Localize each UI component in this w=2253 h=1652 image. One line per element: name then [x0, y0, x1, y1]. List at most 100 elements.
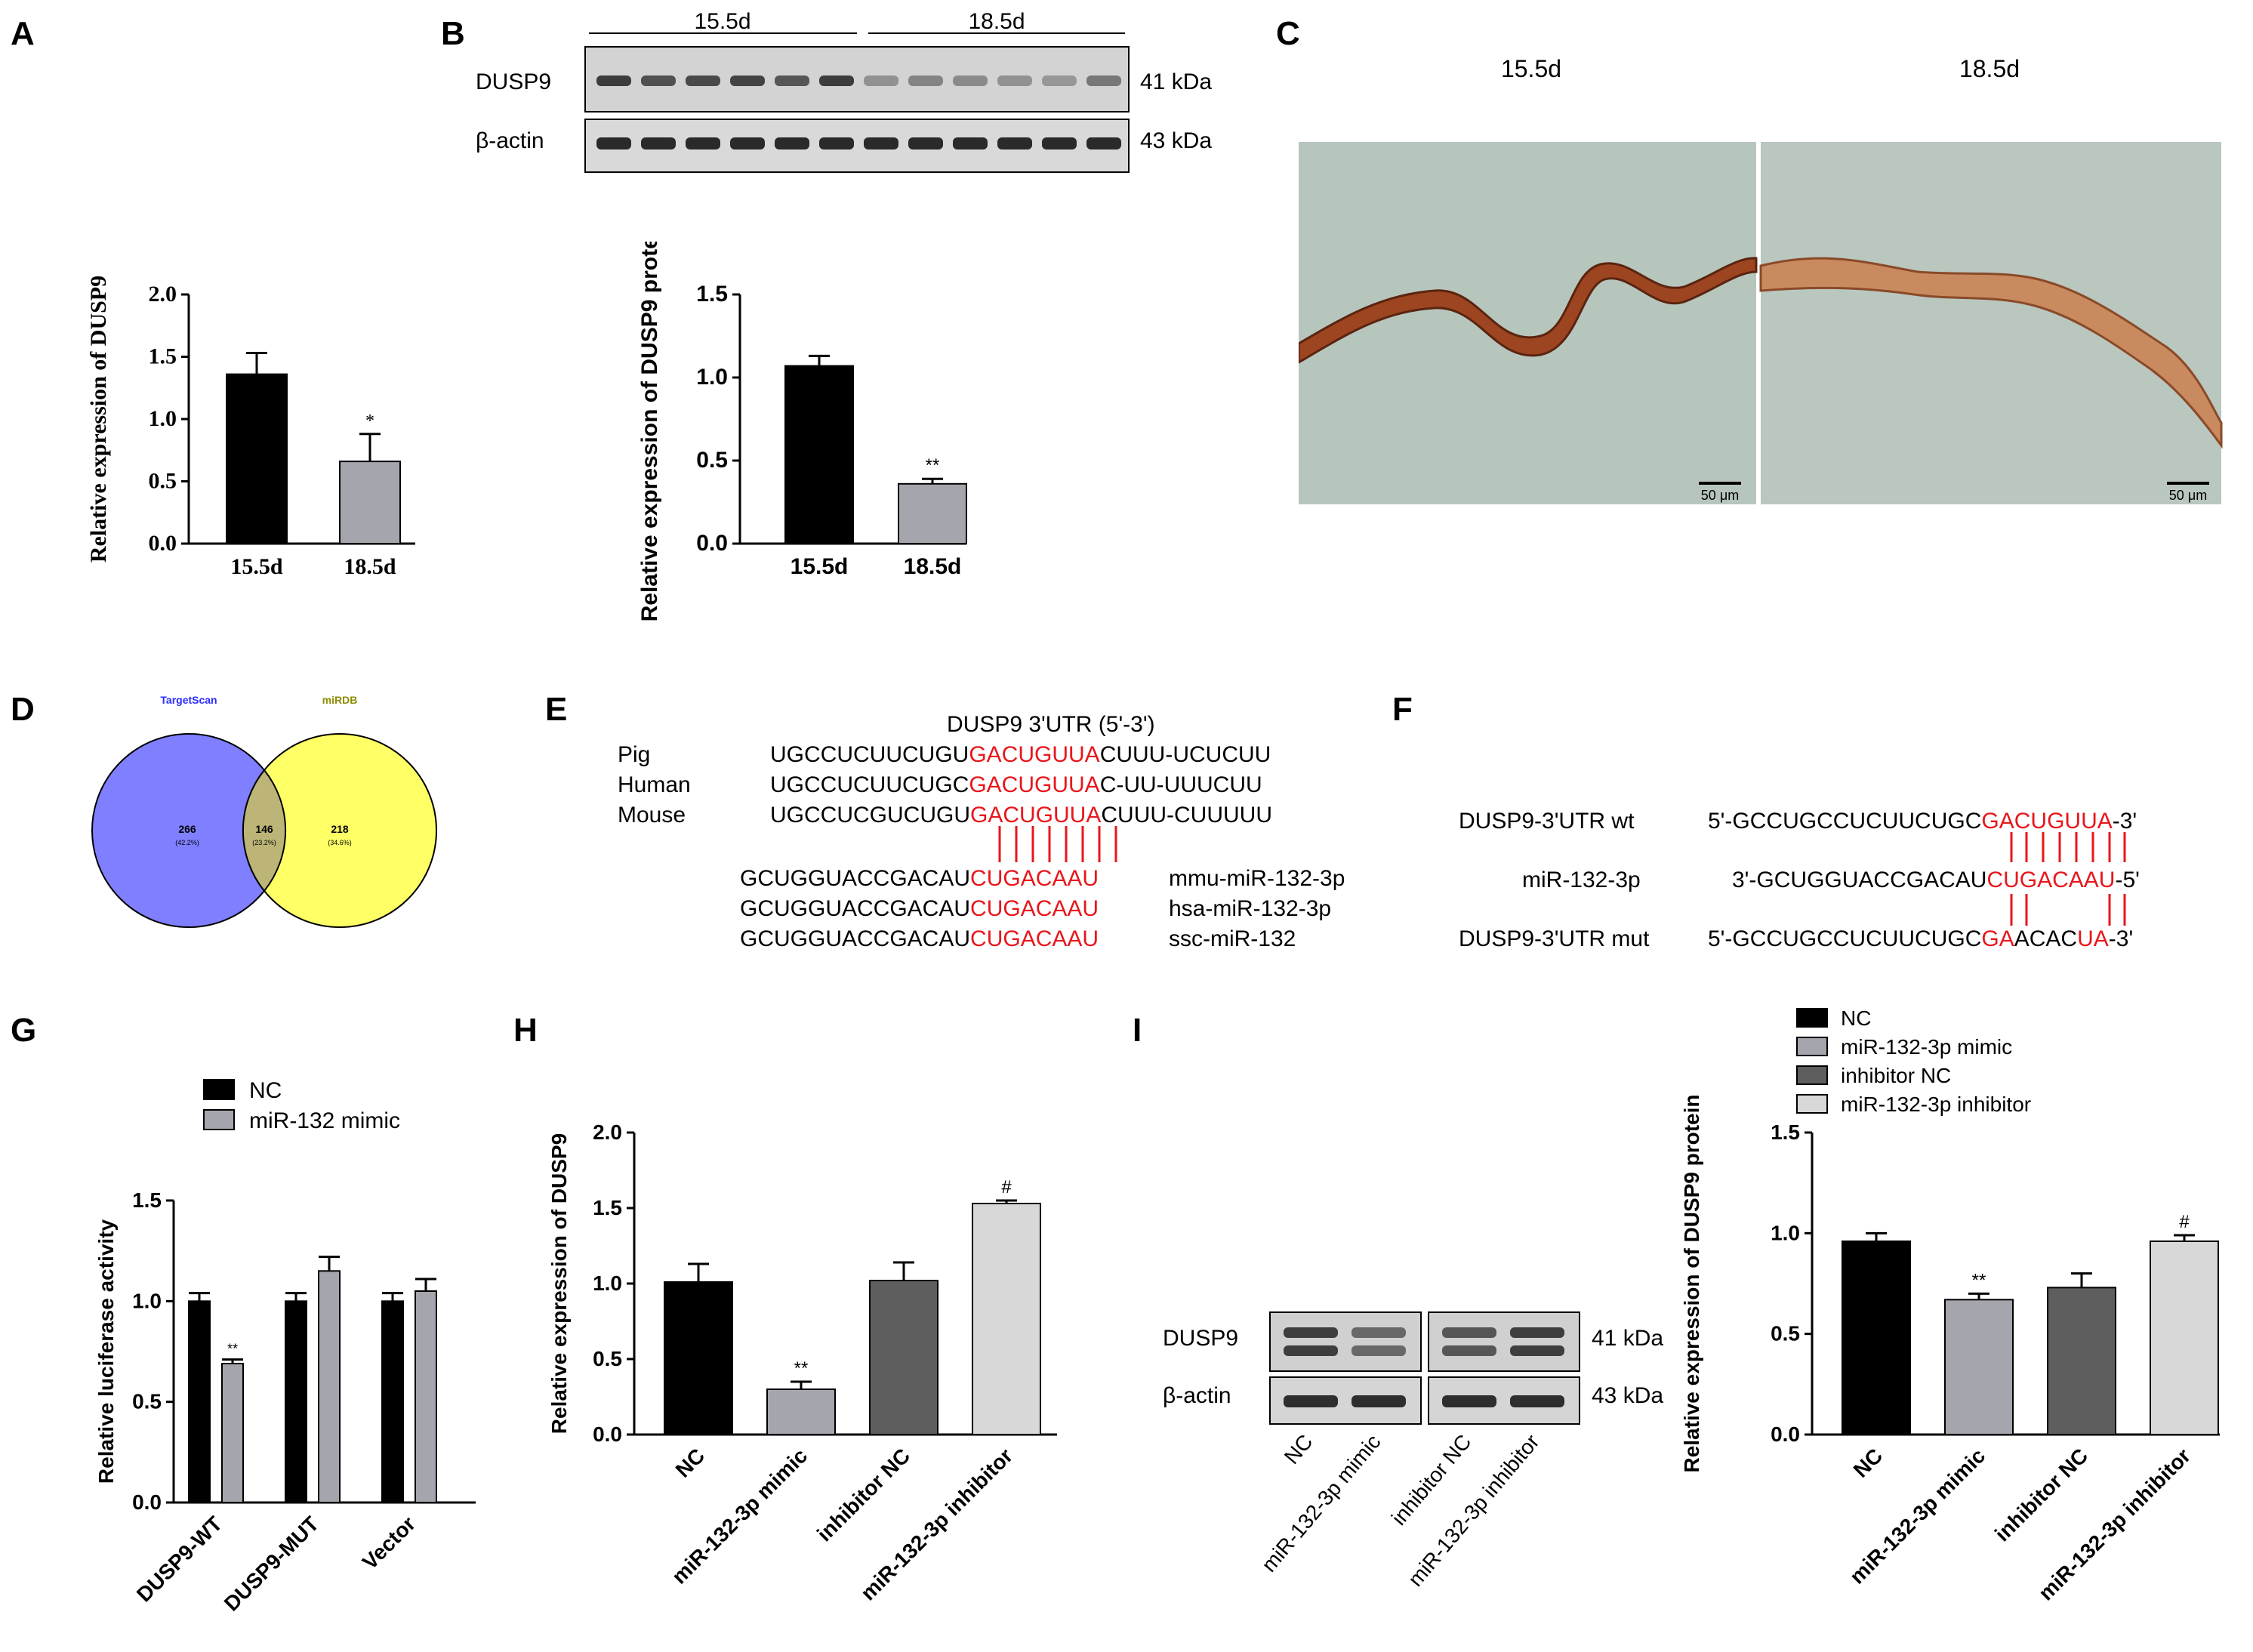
panel-letter-e: E [545, 691, 568, 728]
blot-band [953, 137, 988, 149]
x-tick-label: DUSP9-MUT [220, 1512, 323, 1615]
blot-band [1442, 1345, 1496, 1356]
blot-band [1351, 1395, 1406, 1407]
blot-band [864, 137, 898, 149]
blot-band [1510, 1395, 1564, 1407]
significance-label: # [2179, 1212, 2190, 1232]
bar [869, 1280, 938, 1435]
y-axis-label: Relative luciferase activity [94, 1219, 118, 1484]
bar [318, 1270, 341, 1503]
blot-band [1042, 76, 1077, 86]
x-tick-label: DUSP9-WT [132, 1512, 227, 1606]
blot-lane-label: miR-132-3p inhibitor [1404, 1430, 1544, 1591]
bar [415, 1290, 437, 1503]
mirna-sequence: GCUGGUACCGACAUCUGACAAU [740, 926, 1099, 951]
panel-letter-c: C [1276, 15, 1300, 52]
blot-band [775, 76, 809, 86]
panel-letter-h: H [513, 1012, 538, 1049]
blot-band [1351, 1345, 1406, 1356]
blot-band [1086, 76, 1121, 86]
x-tick-label: inhibitor NC [812, 1444, 914, 1546]
panel-letter-i: I [1133, 1012, 1142, 1049]
panel-letter-g: G [11, 1012, 37, 1049]
blot-row-label: DUSP9 [476, 69, 551, 94]
pairing-lines [998, 826, 1117, 862]
x-tick-label: 18.5d [344, 554, 396, 579]
x-tick-label: 18.5d [904, 554, 962, 579]
blot-band [819, 76, 854, 86]
scale-bar-label: 50 μm [2169, 488, 2207, 503]
blot-membrane [1269, 1311, 1422, 1372]
y-tick-label: 0.0 [149, 531, 177, 556]
blot-membrane [584, 119, 1130, 173]
legend-label: miR-132 mimic [249, 1108, 400, 1133]
bar [188, 1300, 211, 1503]
venn-count: 266 [178, 823, 196, 835]
y-tick-label: 1.0 [1771, 1221, 1800, 1244]
venn-set-label: miRDB [322, 694, 358, 706]
blot-band [1284, 1345, 1338, 1356]
venn-percent: (34.6%) [328, 839, 352, 846]
bar [285, 1300, 307, 1503]
blot-band [1442, 1327, 1496, 1338]
mirna-label: miR-132-3p [1522, 868, 1641, 892]
x-tick-label: NC [1849, 1444, 1888, 1482]
y-tick-label: 1.5 [149, 344, 177, 369]
legend-label: miR-132-3p inhibitor [1841, 1093, 2031, 1116]
blot-kda-label: 41 kDa [1592, 1326, 1663, 1351]
mirna-name: ssc-miR-132 [1169, 926, 1296, 951]
bar [1944, 1299, 2014, 1436]
significance-label: * [365, 411, 374, 431]
blot-band [1086, 137, 1121, 149]
y-tick-label: 0.0 [696, 531, 728, 556]
panel-letter-f: F [1392, 691, 1413, 728]
bar [972, 1203, 1041, 1435]
panel-letter-b: B [441, 15, 465, 52]
histology-label: 18.5d [1959, 55, 2020, 82]
histology-image-right [1761, 142, 2221, 504]
y-tick-label: 1.5 [1771, 1120, 1800, 1144]
blot-band [596, 137, 631, 149]
mirna-name: hsa-miR-132-3p [1169, 896, 1332, 921]
mirna-sequence: GCUGGUACCGACAUCUGACAAU [740, 866, 1099, 891]
blot-membrane [1428, 1311, 1580, 1372]
y-axis-label: Relative expression of DUSP9 protein [1680, 1094, 1703, 1472]
construct-label: DUSP9-3'UTR mut [1459, 926, 1650, 951]
venn-percent: (23.2%) [252, 839, 276, 846]
blot-band [1351, 1327, 1406, 1338]
construct-label: DUSP9-3'UTR wt [1459, 809, 1635, 834]
blot-band [641, 76, 676, 86]
blot-row-label: β-actin [476, 128, 544, 153]
utr-sequence: UGCCUCGUCUGUGACUGUUACUUU-CUUUUU [770, 803, 1272, 828]
x-tick-label: Vector [358, 1512, 421, 1574]
bar [381, 1300, 404, 1503]
blot-band [908, 137, 943, 149]
blot-row-label: DUSP9 [1163, 1326, 1238, 1351]
histology-c: 15.5d 18.5d 50 μm 50 μm [1299, 55, 2223, 504]
legend-label: NC [1841, 1006, 1871, 1030]
blot-band [1510, 1345, 1564, 1356]
blot-band [1284, 1327, 1338, 1338]
tissue-section [1299, 257, 1758, 364]
blot-band [997, 137, 1032, 149]
significance-label: ** [926, 455, 940, 476]
blot-band [730, 76, 765, 86]
blot-row-label: β-actin [1163, 1383, 1231, 1408]
blot-band [864, 76, 898, 86]
y-tick-label: 0.5 [149, 469, 177, 494]
histology-label: 15.5d [1501, 55, 1561, 82]
wt-sequence: 5'-GCCUGCCUCUUCUGCGACUGUUA-3' [1708, 809, 2137, 834]
significance-label: ** [227, 1342, 238, 1357]
y-tick-label: 0.5 [132, 1390, 162, 1413]
utr-sequence: UGCCUCUUCUGCGACUGUUAC-UU-UUUCUU [770, 772, 1262, 797]
legend-label: inhibitor NC [1841, 1064, 1951, 1087]
mirna-name: mmu-miR-132-3p [1169, 866, 1345, 891]
y-tick-label: 0.5 [696, 448, 728, 473]
blot-lane-label: miR-132-3p mimic [1257, 1430, 1385, 1576]
blot-band [641, 137, 676, 149]
blot-band [596, 76, 631, 86]
species-label: Human [618, 772, 691, 797]
blot-band [1510, 1327, 1564, 1338]
y-tick-label: 0.5 [593, 1347, 622, 1370]
blot-lane-label: NC [1280, 1430, 1318, 1469]
